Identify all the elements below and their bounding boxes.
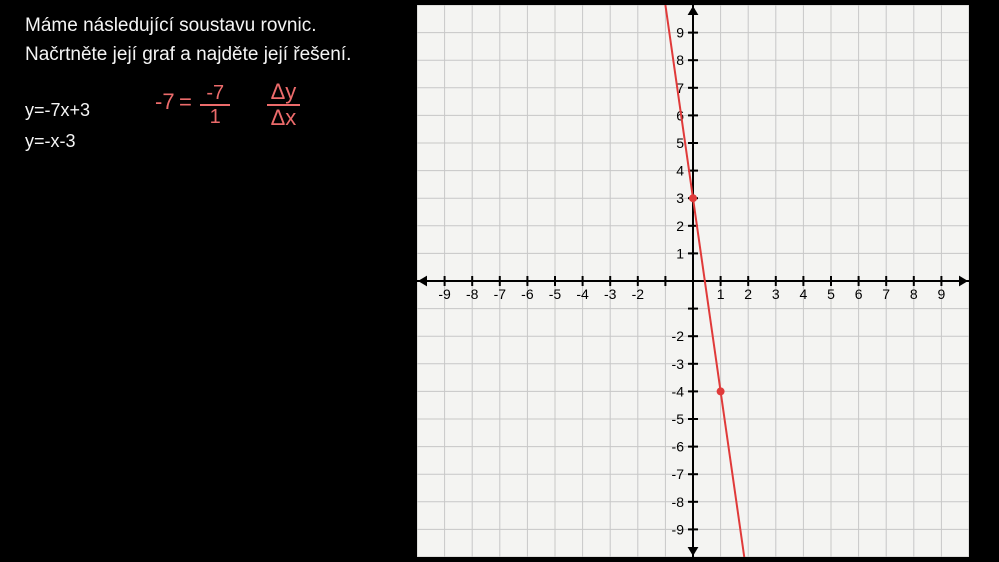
svg-text:-6: -6 xyxy=(521,286,534,302)
svg-text:6: 6 xyxy=(855,286,863,302)
svg-text:-6: -6 xyxy=(672,439,685,455)
handwritten-annotation: -7 = -7 1 Δy Δx xyxy=(155,80,300,130)
svg-text:-4: -4 xyxy=(672,383,685,399)
svg-text:-4: -4 xyxy=(576,286,589,302)
problem-line-2: Načrtněte její graf a najděte její řešen… xyxy=(25,41,351,70)
svg-text:2: 2 xyxy=(676,218,684,234)
coordinate-graph: -9-8-7-6-5-4-3-2123456789987654321-2-3-4… xyxy=(417,5,969,557)
svg-text:-3: -3 xyxy=(672,356,685,372)
equation-1: y=-7x+3 xyxy=(25,95,90,126)
svg-text:9: 9 xyxy=(676,25,684,41)
svg-text:4: 4 xyxy=(676,163,684,179)
svg-text:8: 8 xyxy=(910,286,918,302)
svg-text:-7: -7 xyxy=(494,286,507,302)
svg-text:8: 8 xyxy=(676,52,684,68)
svg-text:3: 3 xyxy=(772,286,780,302)
svg-text:-9: -9 xyxy=(438,286,451,302)
svg-text:-9: -9 xyxy=(672,521,685,537)
equation-2: y=-x-3 xyxy=(25,126,90,157)
delta-fraction: Δy Δx xyxy=(267,80,301,130)
problem-line-1: Máme následující soustavu rovnic. xyxy=(25,12,351,41)
slope-fraction: -7 1 xyxy=(200,82,230,128)
svg-text:-7: -7 xyxy=(672,466,685,482)
svg-text:-5: -5 xyxy=(549,286,562,302)
svg-text:7: 7 xyxy=(882,286,890,302)
slope-lhs: -7 xyxy=(155,89,175,115)
problem-statement: Máme následující soustavu rovnic. Načrtn… xyxy=(25,12,351,69)
svg-text:4: 4 xyxy=(800,286,808,302)
svg-text:9: 9 xyxy=(938,286,946,302)
equation-list: y=-7x+3 y=-x-3 xyxy=(25,95,90,156)
svg-text:-8: -8 xyxy=(466,286,479,302)
svg-text:-2: -2 xyxy=(632,286,645,302)
svg-text:-5: -5 xyxy=(672,411,685,427)
svg-text:1: 1 xyxy=(717,286,725,302)
svg-text:5: 5 xyxy=(676,135,684,151)
graph-svg: -9-8-7-6-5-4-3-2123456789987654321-2-3-4… xyxy=(417,5,969,557)
svg-text:3: 3 xyxy=(676,190,684,206)
svg-text:1: 1 xyxy=(676,245,684,261)
screenshot-root: Máme následující soustavu rovnic. Načrtn… xyxy=(0,0,999,562)
slope-frac-num: -7 xyxy=(200,82,230,106)
svg-text:-3: -3 xyxy=(604,286,617,302)
svg-text:-8: -8 xyxy=(672,494,685,510)
delta-num: Δy xyxy=(267,80,301,106)
slope-frac-den: 1 xyxy=(200,106,230,128)
svg-text:-2: -2 xyxy=(672,328,685,344)
slope-equals: = xyxy=(179,89,192,114)
svg-text:2: 2 xyxy=(744,286,752,302)
delta-den: Δx xyxy=(267,106,301,130)
svg-text:5: 5 xyxy=(827,286,835,302)
